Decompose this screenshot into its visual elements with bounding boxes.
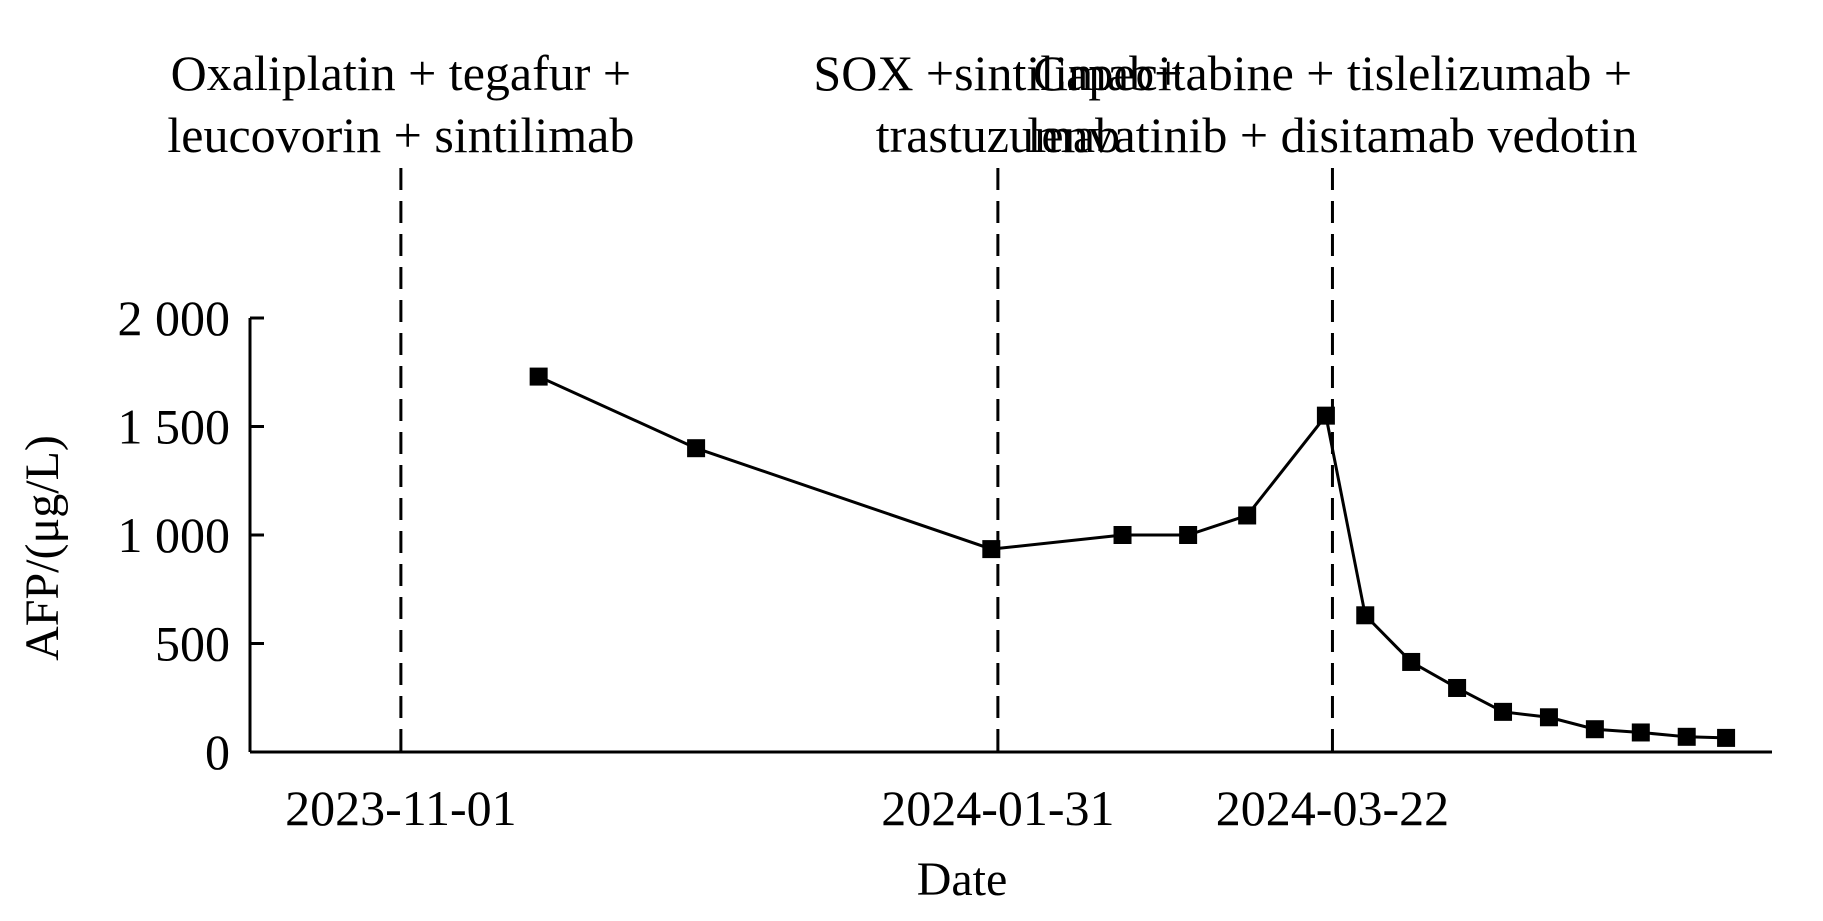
data-point-marker: [1717, 728, 1736, 747]
y-tick-label: 500: [155, 616, 230, 672]
data-point-marker: [1539, 708, 1558, 727]
data-point-marker: [1677, 727, 1696, 746]
treatment-annotation: lenvatinib + disitamab vedotin: [1027, 107, 1637, 163]
x-axis-title: Date: [917, 853, 1008, 906]
y-tick-label: 2 000: [118, 290, 231, 346]
treatment-annotation: Oxaliplatin + tegafur +: [171, 45, 631, 101]
data-point-marker: [1585, 720, 1604, 739]
plot-area: 0 500 1 000 1 500 2 000 2023-11-01 2024-01-31 2…: [118, 45, 1772, 836]
y-axis-title: AFP/(μg/L): [16, 435, 69, 661]
y-tick-label: 1 500: [118, 399, 231, 455]
treatment-annotation: leucovorin + sintilimab: [167, 107, 634, 163]
treatment-annotation: Capecitabine + tislelizumab +: [1033, 45, 1632, 101]
treatment-annotation: SOX +sintilimab+: [813, 45, 1182, 101]
series-line: [538, 375, 1727, 740]
data-point-marker: [1494, 702, 1513, 721]
x-tick-label: 2024-03-22: [1216, 780, 1449, 836]
data-point-marker: [1448, 678, 1467, 697]
x-tick-label: 2023-11-01: [285, 780, 516, 836]
data-point-marker: [1402, 652, 1421, 671]
data-point-marker: [1631, 723, 1650, 742]
x-tick-label: 2024-01-31: [881, 780, 1114, 836]
data-point-marker: [1316, 406, 1335, 425]
y-tick-label: 0: [205, 724, 230, 780]
y-tick-label: 1 000: [118, 507, 231, 563]
data-point-marker: [1113, 526, 1132, 544]
data-point-marker: [1356, 606, 1375, 625]
data-point-marker: [982, 540, 1001, 559]
data-point-marker: [1238, 506, 1257, 525]
treatment-annotation: trastuzumab: [876, 107, 1120, 163]
data-point-marker: [1179, 526, 1198, 544]
data-point-marker: [687, 439, 706, 458]
data-point-marker: [529, 367, 548, 386]
